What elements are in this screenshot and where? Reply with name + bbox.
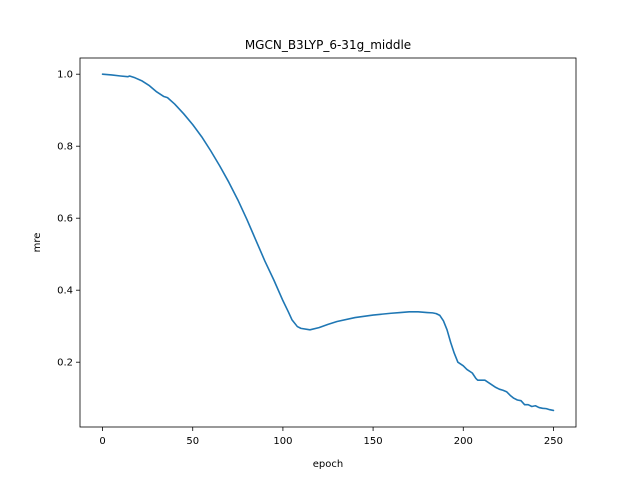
y-axis: 0.2 0.4 0.6 0.8 1.0 [57,70,80,369]
y-tick-label: 0.4 [57,286,73,297]
y-tick-label: 0.8 [57,142,73,153]
y-axis-label: mre [32,233,43,253]
x-axis-label: epoch [313,459,343,470]
x-tick-label: 100 [273,436,292,447]
y-tick-label: 1.0 [57,70,73,81]
series-line [101,73,555,412]
x-tick-label: 200 [454,436,473,447]
x-tick-label: 50 [186,436,199,447]
chart-title: MGCN_B3LYP_6-31g_middle [245,38,411,52]
x-tick-label: 250 [544,436,563,447]
x-tick-label: 150 [364,436,383,447]
y-tick-label: 0.2 [57,358,73,369]
plot-area [101,73,555,412]
y-tick-label: 0.6 [57,214,73,225]
x-tick-label: 0 [99,436,105,447]
axes-frame [79,57,577,428]
x-axis: 0 50 100 150 200 250 [99,427,563,447]
